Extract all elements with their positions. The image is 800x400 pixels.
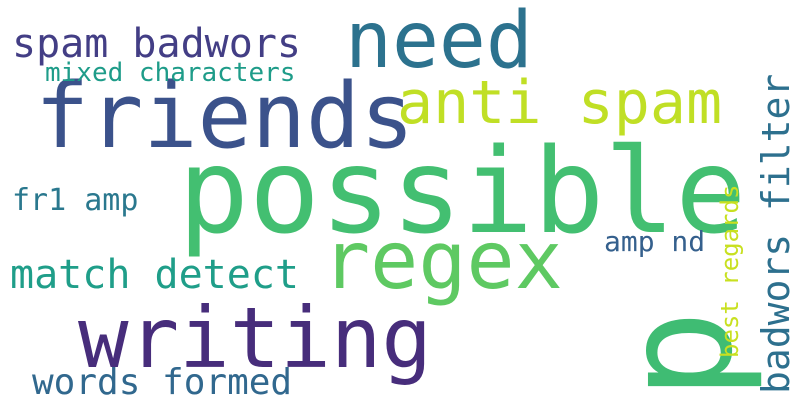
word-badwors-filter: badwors filter: [754, 73, 798, 394]
word-match-detect: match detect: [10, 252, 299, 298]
word-writing: writing: [78, 289, 433, 387]
word-best-regards: best regards: [716, 184, 744, 358]
word-friends: friends: [35, 64, 415, 169]
word-regex: regex: [322, 214, 563, 307]
word-fr1-amp: fr1 amp: [12, 183, 139, 218]
word-spam-badwors: spam badwors: [12, 21, 301, 67]
word-amp-nd: amp nd: [604, 225, 706, 258]
word-words-formed: words formed: [32, 362, 293, 400]
word-anti-spam: anti spam: [397, 68, 723, 138]
word-need: need: [345, 0, 533, 86]
word-possible: possible: [178, 122, 747, 260]
word-mixed-characters: mixed characters: [45, 58, 296, 88]
